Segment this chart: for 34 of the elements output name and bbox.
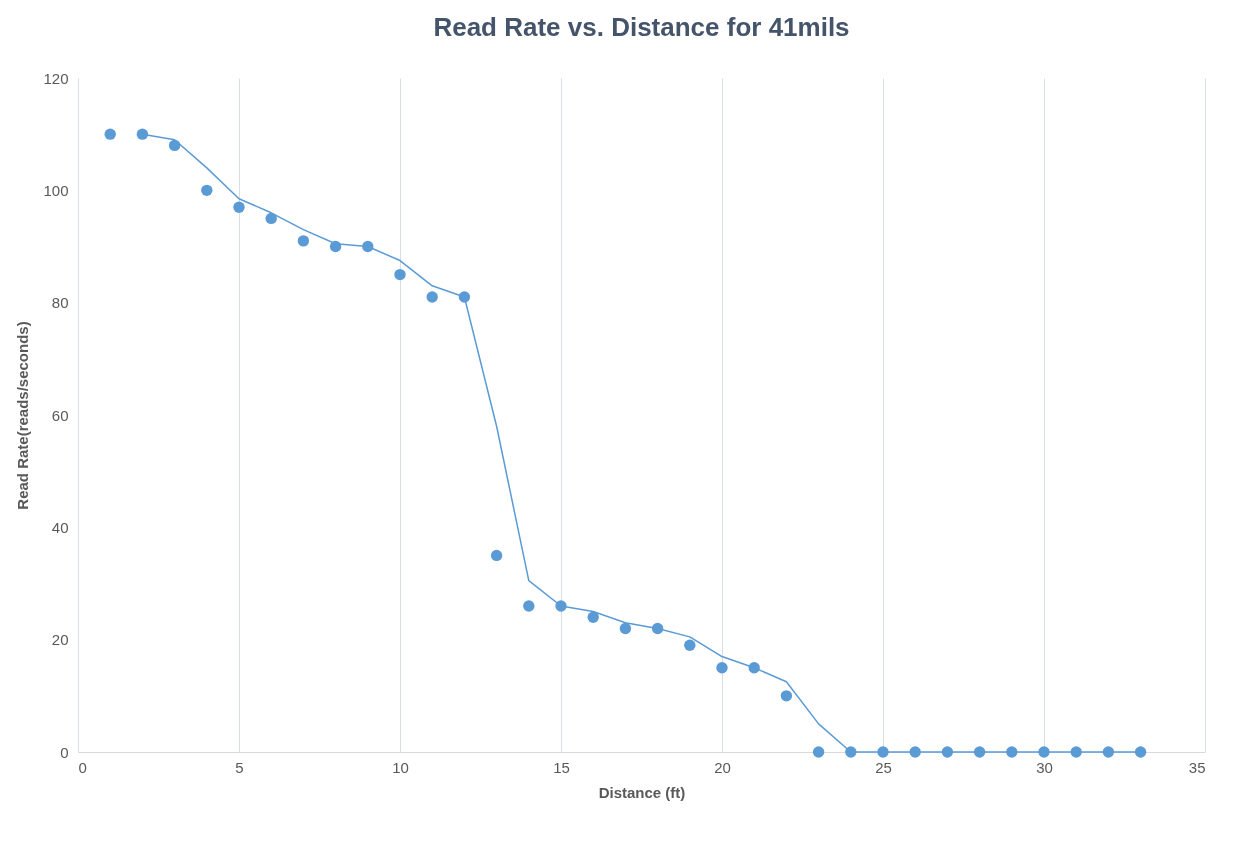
y-tick-label: 40 <box>51 518 69 536</box>
point <box>136 128 149 140</box>
point <box>233 201 245 213</box>
x-axis-title: Distance (ft) <box>598 783 686 801</box>
point <box>490 549 503 562</box>
chart-title: Read Rate vs. Distance for 41mils <box>433 12 850 42</box>
x-tick-label: 5 <box>235 758 244 776</box>
point <box>684 639 696 651</box>
x-tick-label: 10 <box>392 758 409 776</box>
point <box>523 600 535 612</box>
x-tick-label: 25 <box>875 758 892 776</box>
point <box>104 128 116 140</box>
x-tick-label: 20 <box>714 758 731 776</box>
x-tick-label: 30 <box>1036 758 1053 776</box>
y-tick-label: 60 <box>51 406 69 424</box>
y-tick-label: 0 <box>60 743 69 761</box>
y-tick-label: 120 <box>43 69 69 87</box>
point <box>426 291 438 303</box>
y-tick-label: 80 <box>51 294 69 312</box>
y-tick-label: 100 <box>43 181 69 199</box>
point <box>201 184 213 197</box>
point <box>716 662 728 674</box>
point <box>780 690 793 702</box>
point <box>394 268 406 281</box>
point <box>619 622 632 635</box>
x-tick-label: 15 <box>553 758 570 776</box>
point <box>812 746 825 758</box>
point <box>587 611 599 623</box>
x-tick-label: 0 <box>78 758 87 776</box>
x-tick-label: 35 <box>1188 758 1206 776</box>
point <box>297 235 310 247</box>
y-tick-label: 20 <box>51 631 69 649</box>
y-axis-title: Read Rate(reads/seconds) <box>14 321 32 510</box>
point <box>265 212 277 225</box>
